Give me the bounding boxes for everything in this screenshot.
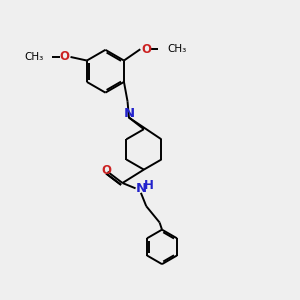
Text: O: O xyxy=(142,43,152,56)
Text: N: N xyxy=(135,182,146,195)
Text: CH₃: CH₃ xyxy=(167,44,186,54)
Text: N: N xyxy=(123,107,135,120)
Text: O: O xyxy=(101,164,111,177)
Text: H: H xyxy=(144,179,154,192)
Text: O: O xyxy=(59,50,69,64)
Text: CH₃: CH₃ xyxy=(25,52,44,62)
